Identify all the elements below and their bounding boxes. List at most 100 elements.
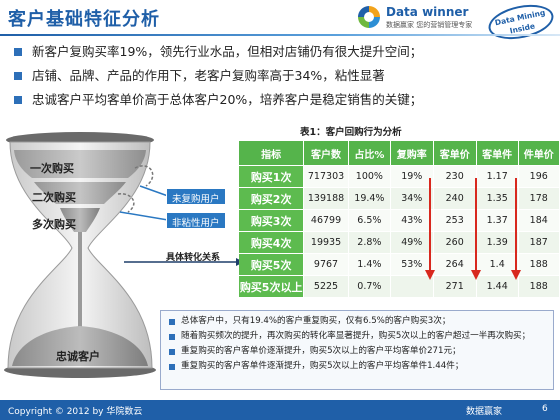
finding-text: 重复购买的客户客单价逐渐提升，购买5次以上的客户平均客单价271元；: [181, 346, 461, 356]
sand-pile: [12, 326, 148, 366]
stage-label-twice: 二次购买: [32, 191, 76, 204]
sand-band-3: [60, 208, 100, 232]
footer-copyright: Copyright © 2012 by 华院数云: [8, 407, 143, 417]
tag-non-repurchase: 未复购用户: [166, 188, 226, 205]
table-row: 购买2次 139188 19.4% 34% 240 1.35 178: [239, 188, 559, 209]
bullet-text: 新客户复购买率19%，领先行业水品，但相对店铺仍有很大提升空间；: [32, 44, 423, 59]
cell-customers: 717303: [304, 166, 348, 187]
cell-customers: 19935: [304, 232, 348, 253]
cell-repurchase-rate: [390, 276, 433, 297]
cell-share: 100%: [348, 166, 390, 187]
row-label: 购买3次: [239, 210, 304, 231]
bullet-item: 忠诚客户平均客单价高于总体客户20%，培养客户是稳定销售的关键；: [14, 92, 554, 116]
cell-share: 6.5%: [348, 210, 390, 231]
findings-box: 总体客户中，只有19.4%的客户重复购买，仅有6.5%的客户购买3次； 随着购买…: [160, 310, 554, 390]
cell-share: 1.4%: [348, 254, 390, 275]
row-label: 购买2次: [239, 188, 304, 209]
cell-repurchase-rate: 19%: [390, 166, 433, 187]
cell-items-per-order: 1.35: [476, 188, 518, 209]
brand-logo: Data winner 数据赢家 您的营销管理专家: [358, 4, 478, 32]
cell-customers: 139188: [304, 188, 348, 209]
sand-band-1: [14, 150, 146, 178]
square-bullet-icon: [14, 48, 22, 56]
sand-band-2: [34, 182, 126, 204]
cell-repurchase-rate: 53%: [390, 254, 433, 275]
cell-items-per-order: 1.44: [476, 276, 518, 297]
bullet-text: 忠诚客户平均客单价高于总体客户20%，培养客户是稳定销售的关键；: [32, 92, 423, 107]
footer-brand: 数据赢家: [466, 407, 503, 417]
stage-label-once: 一次购买: [30, 162, 74, 175]
tag-non-sticky: 非粘性用户: [166, 212, 226, 229]
bullet-text: 店铺、品牌、产品的作用下，老客户复购率高于34%，粘性显著: [32, 68, 385, 83]
cell-customers: 9767: [304, 254, 348, 275]
row-label: 购买5次: [239, 254, 304, 275]
table-row: 购买3次 46799 6.5% 43% 253 1.37 184: [239, 210, 559, 231]
cell-customers: 46799: [304, 210, 348, 231]
hourglass-funnel: [4, 132, 240, 378]
cell-price-per-item: 178: [518, 188, 559, 209]
finding-item: 随着购买频次的提升，再次购买的转化率显著提升，购买5次以上的客户超过一半再次购买…: [169, 329, 545, 344]
cell-share: 19.4%: [348, 188, 390, 209]
cell-price-per-item: 187: [518, 232, 559, 253]
table-row: 购买1次 717303 100% 19% 230 1.17 196: [239, 166, 559, 187]
title-divider: [0, 34, 560, 36]
cell-avg-order-value: 230: [433, 166, 476, 187]
header-share: 占比%: [348, 141, 390, 165]
footer-bar: Copyright © 2012 by 华院数云 数据赢家 6: [0, 400, 560, 420]
transition-arrow-1: [134, 165, 154, 187]
finding-text: 重复购买的客户客单件逐渐提升，购买5次以上的客户平均客单件1.44件；: [181, 361, 464, 371]
square-bullet-icon: [169, 334, 175, 340]
finding-text: 随着购买频次的提升，再次购买的转化率显著提升，购买5次以上的客户超过一半再次购买…: [181, 331, 531, 341]
tag-connector-1: [139, 185, 169, 197]
cell-repurchase-rate: 34%: [390, 188, 433, 209]
logo-circle-icon: [358, 6, 380, 28]
table-caption: 表1：客户回购行为分析: [300, 127, 402, 138]
summary-bullets: 新客户复购买率19%，领先行业水品，但相对店铺仍有很大提升空间； 店铺、品牌、产…: [14, 44, 554, 116]
cell-price-per-item: 184: [518, 210, 559, 231]
table-header-row: 指标 客户数 占比% 复购率 客单价 客单件 件单价: [239, 141, 559, 165]
header-avg-order-value: 客单价: [433, 141, 476, 165]
title-bar: 客户基础特征分析 Data winner 数据赢家 您的营销管理专家 Data …: [0, 0, 560, 45]
square-bullet-icon: [14, 96, 22, 104]
page-title: 客户基础特征分析: [8, 9, 160, 30]
table-row: 购买5次 9767 1.4% 53% 264 1.4 188: [239, 254, 559, 275]
cell-customers: 5225: [304, 276, 348, 297]
cell-avg-order-value: 240: [433, 188, 476, 209]
cell-avg-order-value: 260: [433, 232, 476, 253]
finding-text: 总体客户中，只有19.4%的客户重复购买，仅有6.5%的客户购买3次；: [181, 316, 451, 326]
header-metric: 指标: [239, 141, 304, 165]
convert-label: 具体转化关系: [166, 253, 221, 263]
cell-price-per-item: 188: [518, 254, 559, 275]
tag-connector-2: [119, 211, 169, 221]
stage-label-multi: 多次购买: [32, 218, 76, 231]
sand-stream: [78, 232, 82, 332]
page-number: 6: [542, 404, 548, 414]
data-mining-badge: Data Mining Inside: [485, 0, 557, 45]
cell-items-per-order: 1.37: [476, 210, 518, 231]
cell-share: 2.8%: [348, 232, 390, 253]
cell-items-per-order: 1.17: [476, 166, 518, 187]
cell-items-per-order: 1.4: [476, 254, 518, 275]
table-row: 购买5次以上 5225 0.7% 271 1.44 188: [239, 276, 559, 297]
header-price-per-item: 件单价: [518, 141, 559, 165]
square-bullet-icon: [169, 364, 175, 370]
table-row: 购买4次 19935 2.8% 49% 260 1.39 187: [239, 232, 559, 253]
header-items-per-order: 客单件: [476, 141, 518, 165]
square-bullet-icon: [169, 349, 175, 355]
logo-tagline: 数据赢家 您的营销管理专家: [386, 21, 473, 29]
cell-price-per-item: 188: [518, 276, 559, 297]
repurchase-table: 指标 客户数 占比% 复购率 客单价 客单件 件单价 购买1次 717303 1…: [238, 140, 560, 298]
cell-avg-order-value: 264: [433, 254, 476, 275]
cell-avg-order-value: 253: [433, 210, 476, 231]
finding-item: 重复购买的客户客单件逐渐提升，购买5次以上的客户平均客单件1.44件；: [169, 359, 545, 374]
cell-repurchase-rate: 49%: [390, 232, 433, 253]
stage-label-loyal: 忠诚客户: [56, 350, 100, 363]
cell-share: 0.7%: [348, 276, 390, 297]
row-label: 购买1次: [239, 166, 304, 187]
square-bullet-icon: [14, 72, 22, 80]
square-bullet-icon: [169, 319, 175, 325]
transition-arrow-2: [117, 193, 135, 213]
bullet-item: 店铺、品牌、产品的作用下，老客户复购率高于34%，粘性显著: [14, 68, 554, 92]
header-repurchase-rate: 复购率: [390, 141, 433, 165]
cell-avg-order-value: 271: [433, 276, 476, 297]
